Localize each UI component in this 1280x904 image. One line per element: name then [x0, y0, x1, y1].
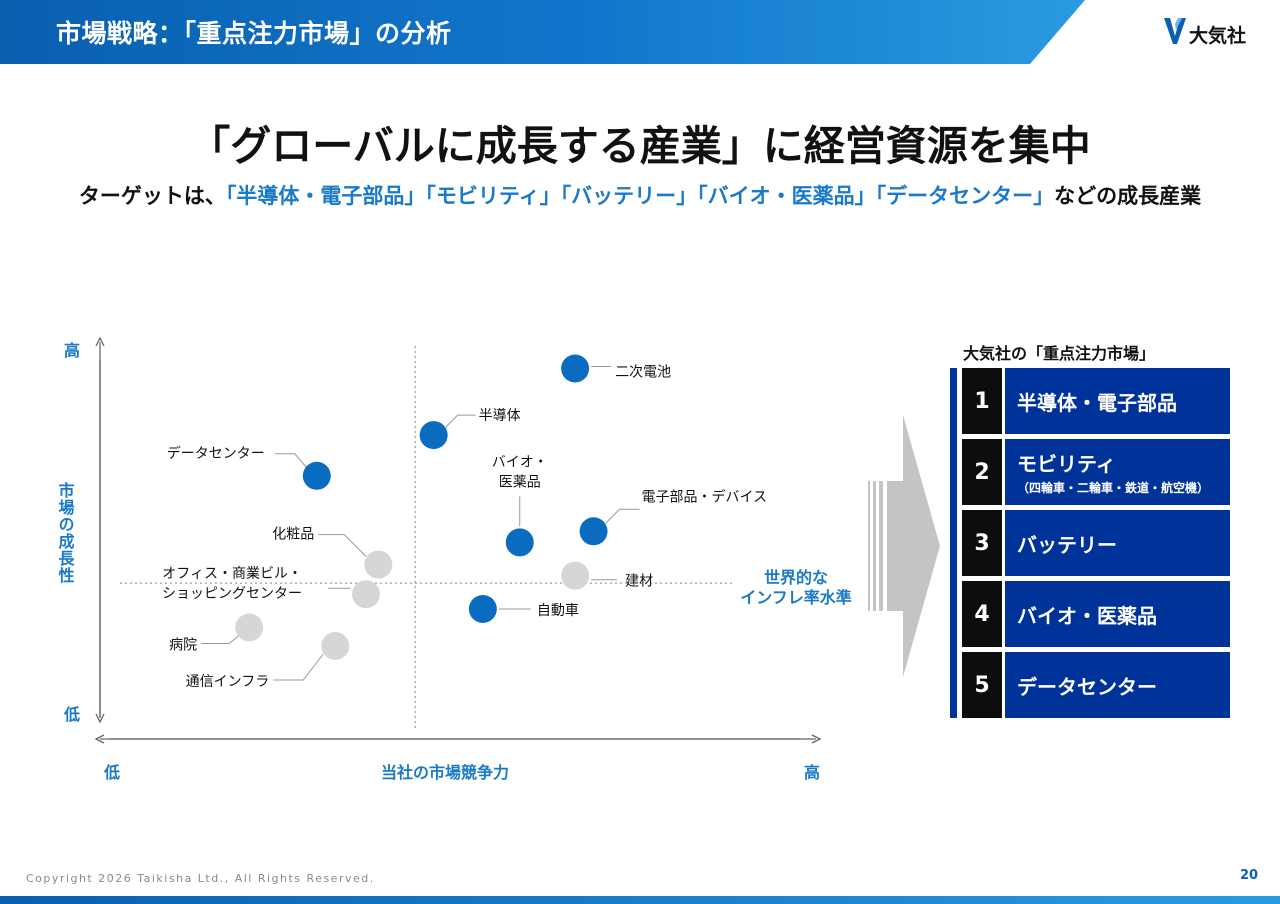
- data-point: [364, 550, 393, 579]
- reference-line-label-1: 世界的な: [764, 568, 828, 587]
- focus-market-label: バイオ・医薬品: [1005, 581, 1230, 647]
- data-point: [352, 580, 380, 609]
- data-point: [561, 354, 590, 383]
- leader-line: [605, 508, 640, 524]
- subtitle-prefix: ターゲットは、: [78, 184, 226, 208]
- data-point: [235, 613, 264, 642]
- focus-market-item: 2 モビリティ （四輪車・二輪車・鉄道・航空機）: [962, 439, 1230, 505]
- data-point: [468, 595, 497, 623]
- leader-line: [201, 635, 240, 644]
- point-label: 自動車: [537, 602, 579, 619]
- focus-market-number: 4: [962, 581, 1002, 647]
- focus-market-title: 大気社の「重点注力市場」: [963, 344, 1156, 363]
- main-title: 「グローバルに成長する産業」に経営資源を集中: [189, 122, 1091, 170]
- focus-market-label: バッテリー: [1005, 510, 1230, 576]
- point-label: オフィス・商業ビル・ショッピングセンター: [162, 566, 302, 602]
- focus-market-label: 半導体・電子部品: [1005, 368, 1230, 434]
- positioning-map: 高 低 低 高 当社の市場競争力 市場の成長性 世界的な インフレ率水準 二次電…: [56, 320, 852, 782]
- data-point: [321, 632, 350, 660]
- leader-line: [273, 653, 324, 681]
- data-point: [579, 517, 608, 546]
- focus-market-list: 1 半導体・電子部品 2 モビリティ （四輪車・二輪車・鉄道・航空機） 3 バッテリー 4 バイ…: [962, 368, 1230, 723]
- leader-line: [318, 534, 367, 557]
- data-point: [505, 528, 534, 557]
- focus-market-item: 4 バイオ・医薬品: [962, 581, 1230, 647]
- reference-line-label-2: インフレ率水準: [740, 588, 852, 607]
- focus-market-note: （四輪車・二輪車・鉄道・航空機）: [1017, 481, 1210, 495]
- focus-market-number: 3: [962, 510, 1002, 576]
- focus-market-item: 5 データセンター: [962, 652, 1230, 718]
- point-label: 電子部品・デバイス: [642, 488, 768, 505]
- data-point: [561, 561, 590, 590]
- point-label: 半導体: [479, 408, 521, 424]
- focus-market-name: 半導体・電子部品: [1017, 390, 1177, 415]
- footer-bar: [0, 896, 1280, 904]
- subtitle-highlight: 「半導体・電子部品」「モビリティ」「バッテリー」「バイオ・医薬品」「データセンタ…: [225, 184, 1055, 208]
- x-low-label: 低: [103, 763, 120, 782]
- focus-market-name: データセンター: [1017, 674, 1157, 699]
- data-point: [419, 421, 448, 450]
- focus-market-number: 1: [962, 368, 1002, 434]
- focus-market-label: モビリティ （四輪車・二輪車・鉄道・航空機）: [1005, 439, 1230, 505]
- y-axis-title: 市場の成長性: [56, 481, 75, 584]
- subtitle: ターゲットは、「半導体・電子部品」「モビリティ」「バッテリー」「バイオ・医薬品」…: [0, 180, 1280, 210]
- x-high-label: 高: [804, 763, 820, 782]
- company-logo: 大気社: [1162, 16, 1262, 50]
- data-point: [302, 461, 331, 490]
- point-label: 通信インフラ: [186, 674, 270, 690]
- header-title: 市場戦略：「重点注力市場」の分析: [56, 19, 452, 48]
- focus-market-name: モビリティ: [1017, 452, 1116, 476]
- point-label: 病院: [169, 638, 197, 654]
- page-number: 20: [1240, 868, 1259, 883]
- subtitle-suffix: などの成長産業: [1054, 184, 1202, 208]
- leader-line: [445, 414, 476, 428]
- x-axis-title: 当社の市場競争力: [381, 763, 509, 782]
- label-leaders: [201, 366, 640, 681]
- focus-market-label: データセンター: [1005, 652, 1230, 718]
- focus-market-name: バイオ・医薬品: [1017, 603, 1157, 628]
- point-label: バイオ・医薬品: [492, 454, 548, 490]
- point-label: データセンター: [167, 445, 265, 462]
- y-high-label: 高: [64, 341, 80, 360]
- focus-market-item: 3 バッテリー: [962, 510, 1230, 576]
- logo-mark-icon: [1164, 18, 1186, 44]
- focus-market-bracket: [950, 368, 957, 718]
- focus-market-number: 5: [962, 652, 1002, 718]
- point-label: 化粧品: [272, 527, 314, 543]
- header-bar: [0, 0, 1085, 64]
- right-arrow-icon: [868, 415, 940, 677]
- focus-market-number: 2: [962, 439, 1002, 505]
- y-low-label: 低: [63, 705, 80, 724]
- copyright: Copyright 2026 Taikisha Ltd., All Rights…: [26, 872, 375, 885]
- focus-market-item: 1 半導体・電子部品: [962, 368, 1230, 434]
- logo-text: 大気社: [1189, 25, 1247, 47]
- point-label: 建材: [625, 574, 653, 590]
- leader-line: [274, 453, 308, 469]
- data-points: [235, 354, 608, 660]
- point-label: 二次電池: [615, 365, 671, 381]
- focus-market-name: バッテリー: [1017, 532, 1117, 557]
